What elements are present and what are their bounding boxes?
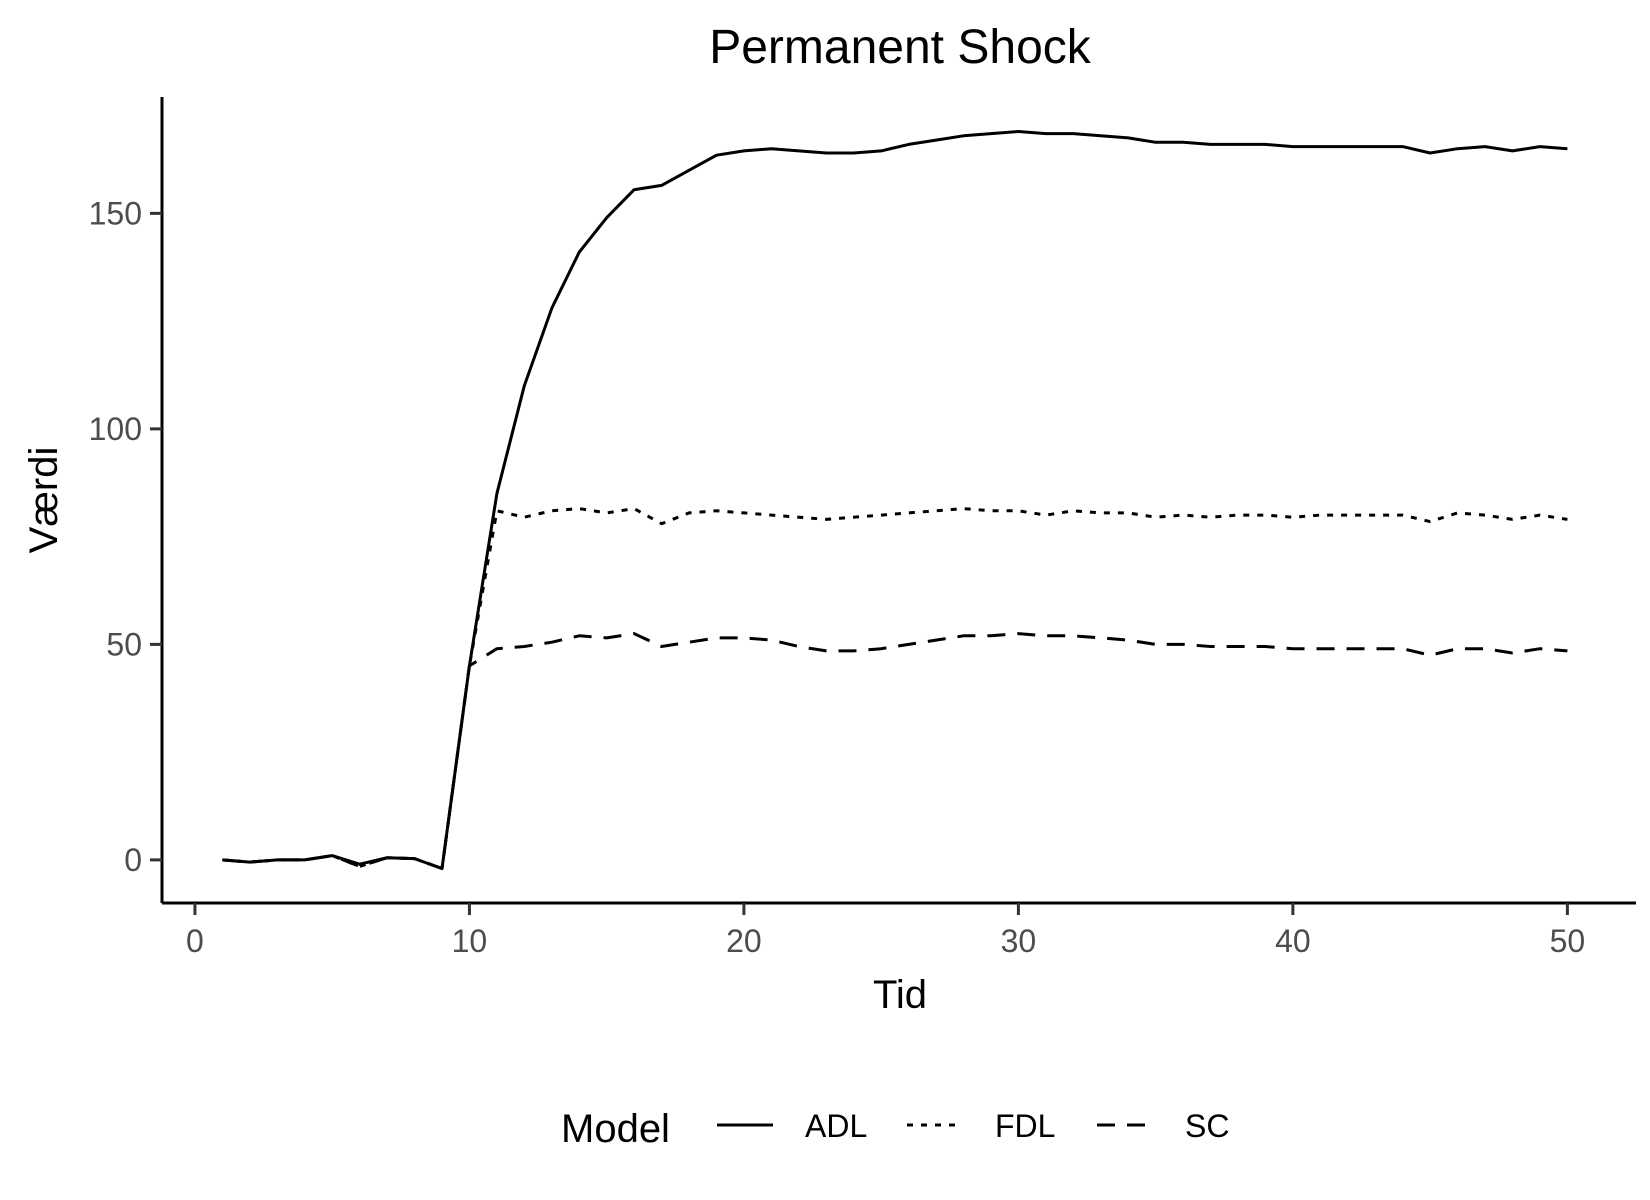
x-tick-label: 20: [726, 923, 762, 959]
legend-label-sc: SC: [1185, 1108, 1229, 1144]
legend-label-adl: ADL: [805, 1108, 867, 1144]
y-tick-label: 50: [106, 626, 142, 662]
chart-title: Permanent Shock: [709, 21, 1092, 74]
plot-area: [222, 130, 1568, 870]
legend-title: Model: [561, 1107, 670, 1151]
legend-label-fdl: FDL: [995, 1108, 1055, 1144]
y-tick-label: 100: [89, 411, 142, 447]
series-line-sc: [222, 632, 1568, 870]
x-axis-title: Tid: [873, 973, 927, 1017]
legend-items: ADL FDL SC: [717, 1108, 1229, 1144]
y-axis-title: Værdi: [22, 447, 66, 554]
series-line-fdl: [222, 507, 1568, 870]
x-tick-label: 50: [1550, 923, 1586, 959]
y-tick-label: 150: [89, 195, 142, 231]
y-ticks: 0 50 100 150: [89, 195, 162, 878]
x-ticks: 0 10 20 30 40 50: [186, 903, 1585, 959]
series-line-adl: [222, 130, 1568, 870]
x-tick-label: 0: [186, 923, 204, 959]
y-tick-label: 0: [124, 842, 142, 878]
legend: Model ADL FDL SC: [561, 1107, 1229, 1151]
x-tick-label: 30: [1001, 923, 1037, 959]
x-tick-label: 40: [1275, 923, 1311, 959]
x-tick-label: 10: [452, 923, 488, 959]
